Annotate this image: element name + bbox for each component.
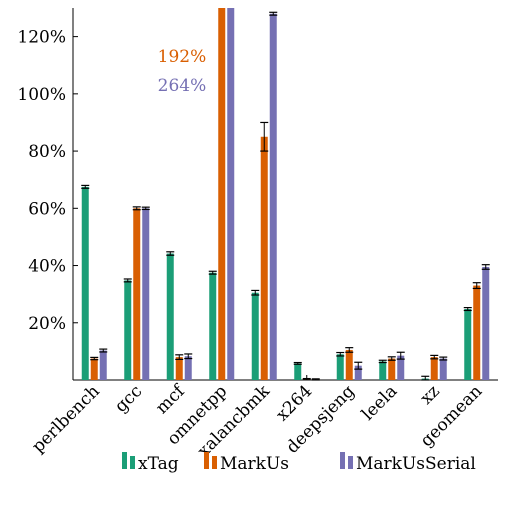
bar-markus xyxy=(90,358,98,380)
bar-xtag xyxy=(209,272,217,380)
legend-label: MarkUsSerial xyxy=(356,454,476,474)
bar-markus xyxy=(260,136,268,380)
legend-label: MarkUs xyxy=(220,454,289,474)
legend-swatch-markusserial xyxy=(340,452,345,469)
bar-xtag xyxy=(379,361,387,380)
x-tick-label: mcf xyxy=(152,380,190,418)
y-tick-label: 100% xyxy=(17,85,66,105)
bar-markusserial xyxy=(439,358,447,380)
x-tick-label: perlbench xyxy=(28,381,104,457)
x-tick-label: leela xyxy=(358,381,401,424)
legend-label: xTag xyxy=(138,454,179,474)
legend-swatch-xtag xyxy=(122,452,127,469)
x-tick-label: xz xyxy=(417,381,444,408)
bar-markusserial xyxy=(397,355,405,380)
bar-markus xyxy=(175,357,183,380)
x-tick-label: gcc xyxy=(111,381,146,416)
legend-swatch-markus xyxy=(204,452,209,469)
bar-markusserial xyxy=(269,13,277,380)
legend-swatch-markusserial xyxy=(348,456,353,469)
overflow-label: 192% xyxy=(158,47,207,67)
bar-xtag xyxy=(166,253,174,380)
bar-markus xyxy=(388,358,396,380)
y-tick-label: 120% xyxy=(17,28,66,48)
bar-markus xyxy=(430,357,438,380)
y-tick-label: 20% xyxy=(28,314,66,334)
bar-xtag xyxy=(294,363,302,380)
bar-markusserial xyxy=(482,266,490,380)
legend-swatch-xtag xyxy=(130,456,135,469)
bar-xtag xyxy=(251,292,259,380)
bar-markus xyxy=(473,285,481,380)
bar-markusserial xyxy=(184,356,192,380)
overflow-label: 264% xyxy=(158,76,207,96)
y-tick-label: 80% xyxy=(28,142,66,162)
bar-markusserial xyxy=(227,8,235,380)
bar-markus xyxy=(218,8,226,380)
bar-xtag xyxy=(336,354,344,380)
bar-markus xyxy=(345,349,353,380)
y-tick-label: 60% xyxy=(28,199,66,219)
bar-xtag xyxy=(124,280,132,380)
bar-xtag xyxy=(464,309,472,380)
bar-markus xyxy=(133,208,141,380)
bar-xtag xyxy=(81,186,89,380)
y-tick-label: 40% xyxy=(28,257,66,277)
bar-markusserial xyxy=(99,350,107,380)
legend-swatch-markus xyxy=(212,456,217,469)
bar-markusserial xyxy=(142,208,150,380)
bar-markusserial xyxy=(354,365,362,380)
